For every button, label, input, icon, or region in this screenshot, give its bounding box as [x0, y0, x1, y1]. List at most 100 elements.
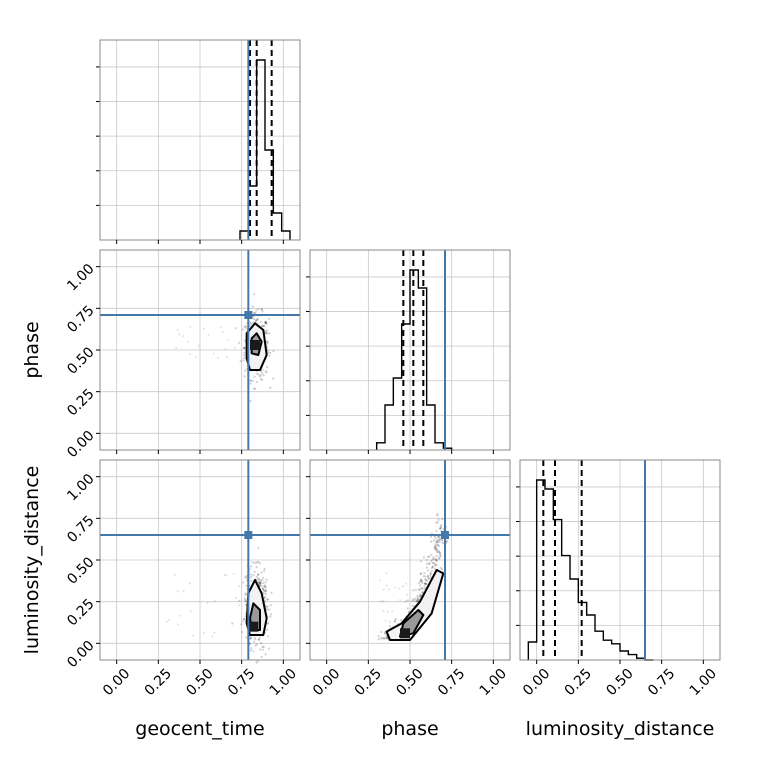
- sample-point: [264, 320, 267, 324]
- sample-point: [435, 549, 439, 552]
- sample-point: [394, 617, 398, 621]
- sample-point: [186, 340, 189, 343]
- sample-point: [258, 582, 261, 585]
- sample-point: [249, 399, 252, 403]
- sample-point: [382, 636, 385, 639]
- sample-point: [432, 557, 435, 560]
- sample-point: [423, 587, 426, 590]
- sample-point: [254, 319, 258, 322]
- sample-point: [437, 551, 440, 554]
- sample-point: [420, 587, 424, 590]
- sample-point: [213, 600, 216, 603]
- sample-point: [425, 566, 429, 569]
- sample-point: [245, 636, 248, 639]
- sample-point: [422, 575, 425, 578]
- panel-phase-geocent_time: 0.00 0.25 0.50 0.75 1.00: [64, 249, 301, 461]
- sample-point: [176, 590, 179, 593]
- sample-point: [437, 535, 440, 538]
- sample-point: [424, 578, 427, 581]
- sample-point: [257, 573, 260, 576]
- sample-point: [436, 551, 439, 554]
- sample-point: [427, 577, 430, 580]
- sample-point: [414, 597, 417, 600]
- sample-point: [385, 636, 388, 639]
- sample-point: [440, 539, 444, 542]
- sample-point: [435, 548, 438, 551]
- sample-point: [412, 598, 415, 601]
- sample-point: [264, 589, 267, 593]
- sample-point: [424, 582, 427, 586]
- density-peak: [400, 628, 410, 639]
- sample-point: [434, 543, 437, 546]
- sample-point: [436, 540, 440, 544]
- sample-point: [258, 581, 262, 585]
- sample-point: [252, 574, 255, 577]
- sample-point: [264, 592, 267, 596]
- y-tick-label: 0.25: [64, 386, 97, 419]
- y-tick-label: 0.25: [64, 596, 97, 629]
- density-peak: [248, 621, 259, 632]
- sample-point: [424, 582, 428, 585]
- sample-point: [417, 582, 420, 585]
- sample-point: [238, 604, 241, 607]
- sample-point: [258, 375, 261, 378]
- sample-point: [253, 387, 256, 390]
- sample-point: [248, 643, 252, 646]
- sample-point: [435, 563, 438, 566]
- sample-point: [253, 636, 256, 639]
- sample-point: [259, 584, 262, 587]
- sample-point: [264, 653, 267, 656]
- sample-point: [439, 526, 442, 530]
- sample-point: [251, 379, 255, 383]
- sample-point: [265, 322, 268, 325]
- sample-point: [264, 586, 267, 589]
- sample-point: [244, 593, 247, 596]
- sample-point: [197, 344, 200, 347]
- sample-point: [423, 572, 426, 575]
- sample-point: [439, 552, 442, 555]
- sample-point: [255, 643, 258, 646]
- sample-point: [262, 581, 265, 585]
- sample-point: [267, 621, 270, 625]
- sample-point: [264, 321, 267, 324]
- sample-point: [435, 521, 438, 525]
- sample-point: [243, 357, 246, 360]
- sample-point: [440, 524, 443, 527]
- sample-point: [257, 638, 261, 641]
- sample-point: [243, 346, 246, 349]
- x-tick-label: 0.50: [603, 666, 636, 699]
- sample-point: [173, 574, 176, 577]
- x-tick-label: 1.00: [687, 666, 720, 699]
- sample-point: [260, 308, 264, 311]
- sample-point: [393, 620, 396, 623]
- sample-point: [259, 648, 262, 651]
- x-label-geocent-time: geocent_time: [135, 718, 264, 740]
- sample-point: [420, 579, 423, 582]
- sample-point: [223, 573, 226, 576]
- x-tick-label: 0.25: [562, 666, 595, 699]
- sample-point: [383, 637, 386, 640]
- sample-point: [269, 351, 272, 355]
- sample-point: [438, 538, 441, 541]
- sample-point: [429, 572, 432, 575]
- truth-marker: [441, 531, 449, 539]
- x-tick-label: 0.50: [183, 666, 216, 699]
- sample-point: [257, 308, 260, 311]
- sample-point: [437, 557, 441, 560]
- sample-point: [436, 544, 439, 547]
- sample-point: [267, 317, 271, 320]
- sample-point: [419, 584, 422, 587]
- sample-point: [219, 326, 222, 329]
- sample-point: [386, 637, 389, 640]
- sample-point: [238, 341, 241, 344]
- sample-point: [261, 324, 264, 327]
- sample-point: [240, 623, 243, 626]
- panels-layer: 0.000.250.500.751.000.00 0.25 0.50 0.75 1.00…: [64, 39, 721, 699]
- sample-point: [436, 521, 439, 524]
- sample-point: [419, 578, 423, 581]
- x-tick-label: 1.00: [267, 666, 300, 699]
- sample-point: [268, 354, 271, 357]
- sample-point: [256, 660, 259, 663]
- sample-point: [255, 318, 258, 321]
- sample-point: [243, 354, 246, 357]
